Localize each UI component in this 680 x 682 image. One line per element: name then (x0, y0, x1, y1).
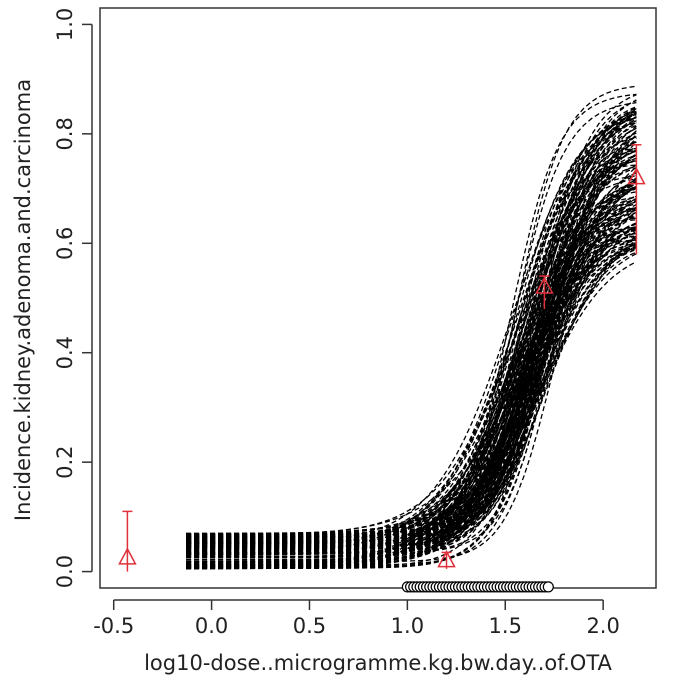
observed-point (437, 550, 456, 568)
x-tick-label: -0.5 (93, 614, 134, 638)
y-axis: 0.0 0.2 0.4 0.6 0.8 1.0 (53, 8, 93, 588)
fitted-curve (186, 130, 637, 544)
y-axis-title: Incidence.kidney.adenoma.and.carcinoma (11, 79, 35, 521)
x-tick-label: 2.0 (586, 614, 619, 638)
fitted-curve (186, 199, 637, 543)
x-axis-title: log10-dose..microgramme.kg.bw.day..of.OT… (144, 651, 612, 675)
y-tick-label: 0.8 (53, 117, 77, 150)
observed-point (118, 547, 137, 565)
fitted-curve (186, 115, 637, 549)
fitted-curve (186, 222, 637, 546)
observed-points (118, 144, 646, 572)
fitted-curve (186, 207, 637, 567)
observed-point (627, 167, 646, 185)
fitted-curve (186, 186, 637, 558)
fitted-curves (186, 85, 637, 570)
x-axis: -0.5 0.0 0.5 1.0 1.5 2.0 (93, 599, 620, 638)
fitted-curve (186, 214, 637, 563)
fitted-curve (186, 185, 637, 556)
fitted-curve (186, 109, 637, 541)
plot-frame (99, 7, 657, 589)
fitted-curve (186, 186, 637, 554)
fitted-curve (186, 245, 637, 563)
fitted-curve (186, 93, 637, 547)
rug-marker (542, 581, 554, 593)
fitted-curve (186, 127, 637, 553)
fitted-curve (186, 187, 637, 545)
fitted-curve (186, 247, 637, 536)
fitted-curve (186, 186, 637, 539)
x-tick-label: 0.0 (195, 614, 228, 638)
fitted-curve (186, 186, 637, 551)
fitted-curve (186, 164, 637, 543)
dose-rug-markers (401, 581, 554, 593)
fitted-curve (186, 111, 637, 570)
fitted-curve (186, 203, 637, 559)
y-tick-label: 0.2 (53, 445, 77, 478)
fitted-curve (186, 136, 637, 550)
observed-point (535, 276, 554, 294)
fitted-curve (186, 122, 637, 569)
fitted-curve (186, 231, 637, 550)
y-tick-label: 1.0 (53, 8, 77, 41)
fitted-curve (186, 85, 637, 541)
x-tick-label: 1.5 (489, 614, 522, 638)
x-tick-label: 1.0 (391, 614, 424, 638)
y-tick-label: 0.0 (53, 555, 77, 588)
fitted-curve (186, 114, 637, 538)
fitted-curve (186, 137, 637, 547)
fitted-curve (186, 125, 637, 554)
fitted-curve (186, 166, 637, 539)
fitted-curve (186, 226, 637, 539)
fitted-curve (186, 159, 637, 568)
fitted-curve (186, 245, 637, 564)
y-tick-label: 0.4 (53, 336, 77, 369)
fitted-curve (186, 119, 637, 569)
fitted-curve (186, 150, 637, 556)
x-tick-label: 0.5 (293, 614, 326, 638)
y-tick-label: 0.6 (53, 227, 77, 260)
fitted-curve (186, 178, 637, 547)
